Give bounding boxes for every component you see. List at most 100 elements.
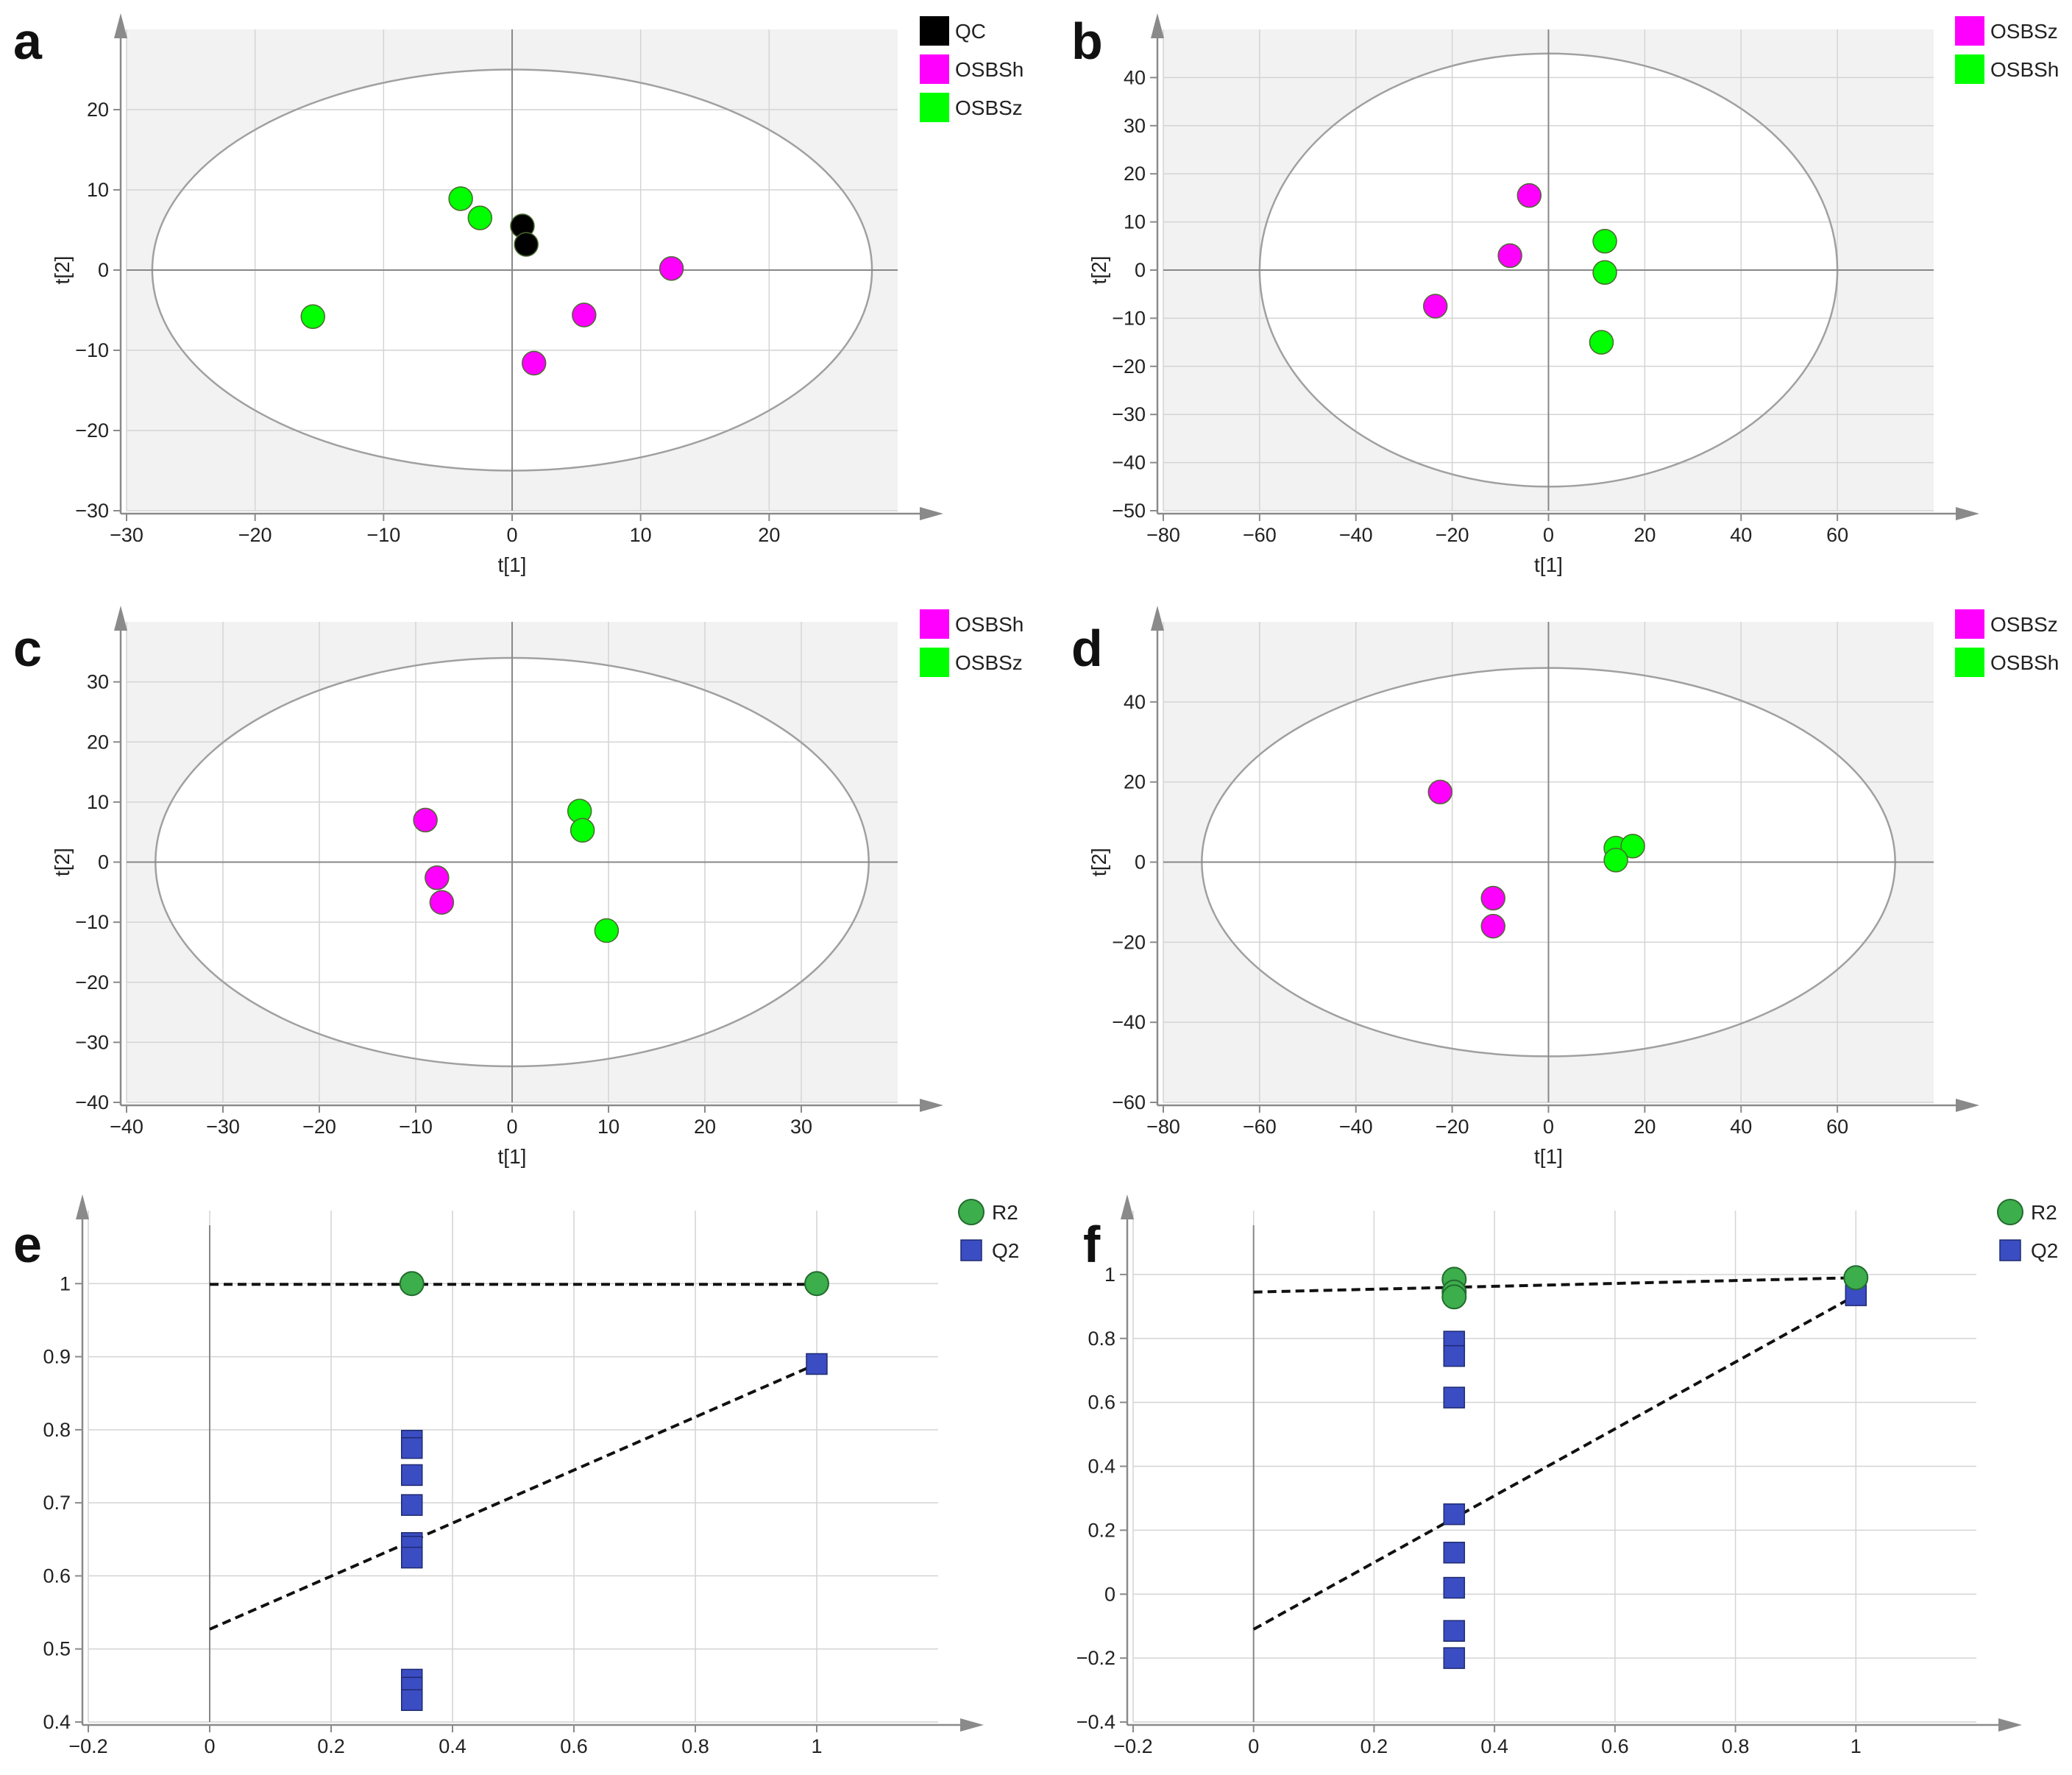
data-point-osbsh bbox=[1592, 229, 1617, 254]
panel-f: −0.2 0 0.2 0.4 0.6 0.8 1−0.4−0.200.20.40.60.81… bbox=[1076, 1194, 2058, 1757]
y-tick-label: 20 bbox=[1124, 771, 1146, 793]
y-tick-label: 0.9 bbox=[43, 1346, 71, 1368]
y-tick-label: 20 bbox=[87, 99, 109, 121]
x-tick-label: −0.2 bbox=[68, 1735, 107, 1757]
x-tick-label: −40 bbox=[1339, 1116, 1373, 1138]
legend-marker-r2 bbox=[1997, 1199, 2023, 1225]
y-tick-label: 10 bbox=[87, 179, 109, 201]
y-tick-label: 0.6 bbox=[43, 1565, 71, 1587]
legend-swatch-osbsz bbox=[1955, 609, 1984, 639]
x-tick-label: 1 bbox=[811, 1735, 822, 1757]
x-tick-label: 40 bbox=[1730, 1116, 1752, 1138]
data-point-osbsh bbox=[572, 302, 597, 327]
panel-label: f bbox=[1083, 1216, 1101, 1273]
data-point-osbsh bbox=[1589, 330, 1614, 355]
y-axis-label: t[2] bbox=[1088, 256, 1110, 285]
x-tick-label: −0.2 bbox=[1113, 1735, 1152, 1757]
y-tick-label: 40 bbox=[1124, 691, 1146, 713]
x-tick-label: 0 bbox=[1248, 1735, 1259, 1757]
q2-point bbox=[1443, 1576, 1466, 1599]
data-point-osbsz bbox=[1497, 243, 1522, 269]
y-tick-label: 0.2 bbox=[1088, 1519, 1115, 1541]
x-tick-label: −20 bbox=[1436, 524, 1469, 546]
x-tick-label: −30 bbox=[110, 524, 143, 546]
x-tick-label: 0.2 bbox=[1360, 1735, 1388, 1757]
x-tick-label: 0.6 bbox=[1601, 1735, 1629, 1757]
data-point-osbsz bbox=[570, 818, 595, 843]
data-point-osbsh bbox=[413, 807, 438, 833]
x-axis-arrow bbox=[920, 1099, 943, 1112]
legend-label: OSBSh bbox=[955, 613, 1023, 636]
data-point-osbsh bbox=[659, 256, 684, 281]
legend-label: Q2 bbox=[992, 1239, 1019, 1262]
legend-label: QC bbox=[955, 20, 986, 43]
y-tick-label: −10 bbox=[1112, 307, 1146, 329]
panel-label: d bbox=[1071, 620, 1103, 677]
y-tick-label: 0.4 bbox=[1088, 1456, 1115, 1478]
y-tick-label: 0 bbox=[1135, 851, 1146, 874]
data-point-osbsz bbox=[467, 205, 493, 230]
x-tick-label: 0.6 bbox=[560, 1735, 588, 1757]
data-point-osbsz bbox=[448, 186, 473, 211]
y-tick-label: −20 bbox=[75, 419, 109, 442]
x-tick-label: 0 bbox=[1543, 524, 1554, 546]
y-axis-arrow bbox=[114, 606, 127, 631]
x-tick-label: 10 bbox=[597, 1116, 620, 1138]
q2-point bbox=[1443, 1620, 1466, 1642]
y-axis-arrow bbox=[76, 1194, 89, 1219]
data-point-osbsz bbox=[1480, 913, 1505, 939]
data-point-osbsh bbox=[521, 350, 547, 376]
legend-label: R2 bbox=[2031, 1201, 2057, 1224]
legend-marker-r2 bbox=[958, 1199, 984, 1225]
x-tick-label: −20 bbox=[302, 1116, 336, 1138]
y-tick-label: −20 bbox=[1112, 355, 1146, 378]
data-point-osbsz bbox=[1480, 885, 1505, 911]
y-axis-label: t[2] bbox=[1088, 848, 1110, 876]
q2-point bbox=[1443, 1386, 1466, 1409]
x-tick-label: −60 bbox=[1243, 1116, 1277, 1138]
data-point-osbsh bbox=[425, 865, 450, 890]
y-tick-label: 0 bbox=[1104, 1583, 1115, 1605]
x-axis-arrow bbox=[1998, 1718, 2022, 1732]
x-tick-label: 0 bbox=[1543, 1116, 1554, 1138]
legend-swatch-osbsz bbox=[1955, 16, 1984, 46]
legend-swatch-osbsz bbox=[920, 93, 949, 122]
r2-point bbox=[804, 1271, 829, 1297]
y-tick-label: −0.2 bbox=[1076, 1647, 1115, 1669]
plot-background bbox=[88, 1211, 938, 1722]
y-axis-arrow bbox=[1121, 1194, 1134, 1219]
x-tick-label: 0.4 bbox=[1480, 1735, 1508, 1757]
x-tick-label: −80 bbox=[1146, 524, 1180, 546]
x-tick-label: 0.2 bbox=[317, 1735, 345, 1757]
y-tick-label: 0.4 bbox=[43, 1711, 71, 1733]
x-tick-label: 60 bbox=[1826, 524, 1848, 546]
x-tick-label: 10 bbox=[630, 524, 652, 546]
y-tick-label: 0 bbox=[98, 259, 109, 281]
data-point-osbsh bbox=[1603, 848, 1628, 873]
y-tick-label: 1 bbox=[1104, 1264, 1115, 1286]
y-tick-label: 10 bbox=[1124, 211, 1146, 233]
data-point-qc bbox=[514, 232, 539, 257]
y-tick-label: 20 bbox=[1124, 163, 1146, 185]
x-tick-label: −10 bbox=[366, 524, 400, 546]
x-tick-label: 20 bbox=[1633, 524, 1656, 546]
y-axis-arrow bbox=[114, 13, 127, 38]
q2-point bbox=[400, 1436, 423, 1459]
y-tick-label: −40 bbox=[1112, 452, 1146, 474]
r2-point bbox=[1843, 1265, 1869, 1291]
legend-label: OSBSz bbox=[1990, 20, 2058, 43]
y-axis-label: t[2] bbox=[51, 256, 74, 285]
y-tick-label: −0.4 bbox=[1076, 1711, 1115, 1733]
y-axis-arrow bbox=[1151, 13, 1164, 38]
y-tick-label: 0 bbox=[1135, 259, 1146, 281]
y-tick-label: 0.6 bbox=[1088, 1392, 1115, 1414]
x-axis-arrow bbox=[1956, 507, 1979, 520]
q2-point bbox=[400, 1464, 423, 1487]
q2-point bbox=[1443, 1503, 1466, 1526]
x-tick-label: 60 bbox=[1826, 1116, 1848, 1138]
y-tick-label: −50 bbox=[1112, 500, 1146, 522]
x-axis-arrow bbox=[920, 507, 943, 520]
y-tick-label: −60 bbox=[1112, 1091, 1146, 1113]
y-tick-label: 0 bbox=[98, 851, 109, 874]
